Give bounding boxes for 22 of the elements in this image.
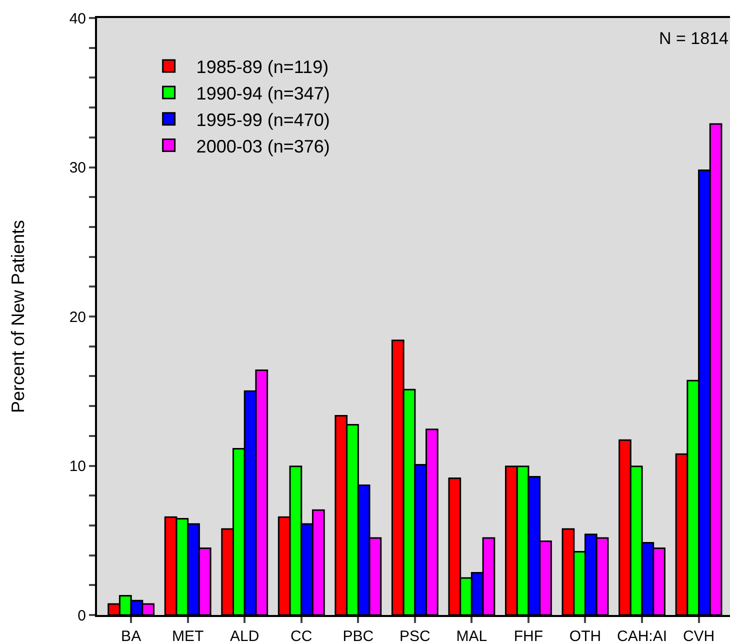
x-tick-label: PBC: [342, 628, 374, 643]
y-tick-label: 20: [69, 308, 86, 326]
x-tick-label: FHF: [514, 628, 544, 643]
annotation: N = 1814: [659, 29, 728, 48]
x-tick-label: CC: [290, 628, 312, 643]
x-tick-label: BA: [121, 628, 142, 643]
x-tick-label: MAL: [456, 628, 488, 643]
legend-label: 1990-94 (n=347): [196, 83, 330, 104]
x-tick-label: CVH: [682, 628, 715, 643]
y-tick-label: 40: [69, 10, 86, 28]
legend-label: 2000-03 (n=376): [196, 136, 330, 156]
y-tick-label: 30: [69, 160, 86, 176]
x-tick-label: ALD: [230, 628, 260, 643]
x-tick-label: OTH: [569, 628, 602, 643]
legend-label: 1995-99 (n=470): [196, 110, 330, 130]
y-axis-title: Percent of New Patients: [8, 220, 28, 414]
x-tick-label: PSC: [400, 628, 431, 643]
y-tick-label: 0: [78, 607, 86, 624]
x-tick-label: MET: [172, 628, 204, 643]
legend-label: 1985-89 (n=119): [196, 57, 329, 78]
y-tick-label: 10: [69, 458, 86, 475]
x-tick-label: CAH:AI: [616, 628, 668, 643]
